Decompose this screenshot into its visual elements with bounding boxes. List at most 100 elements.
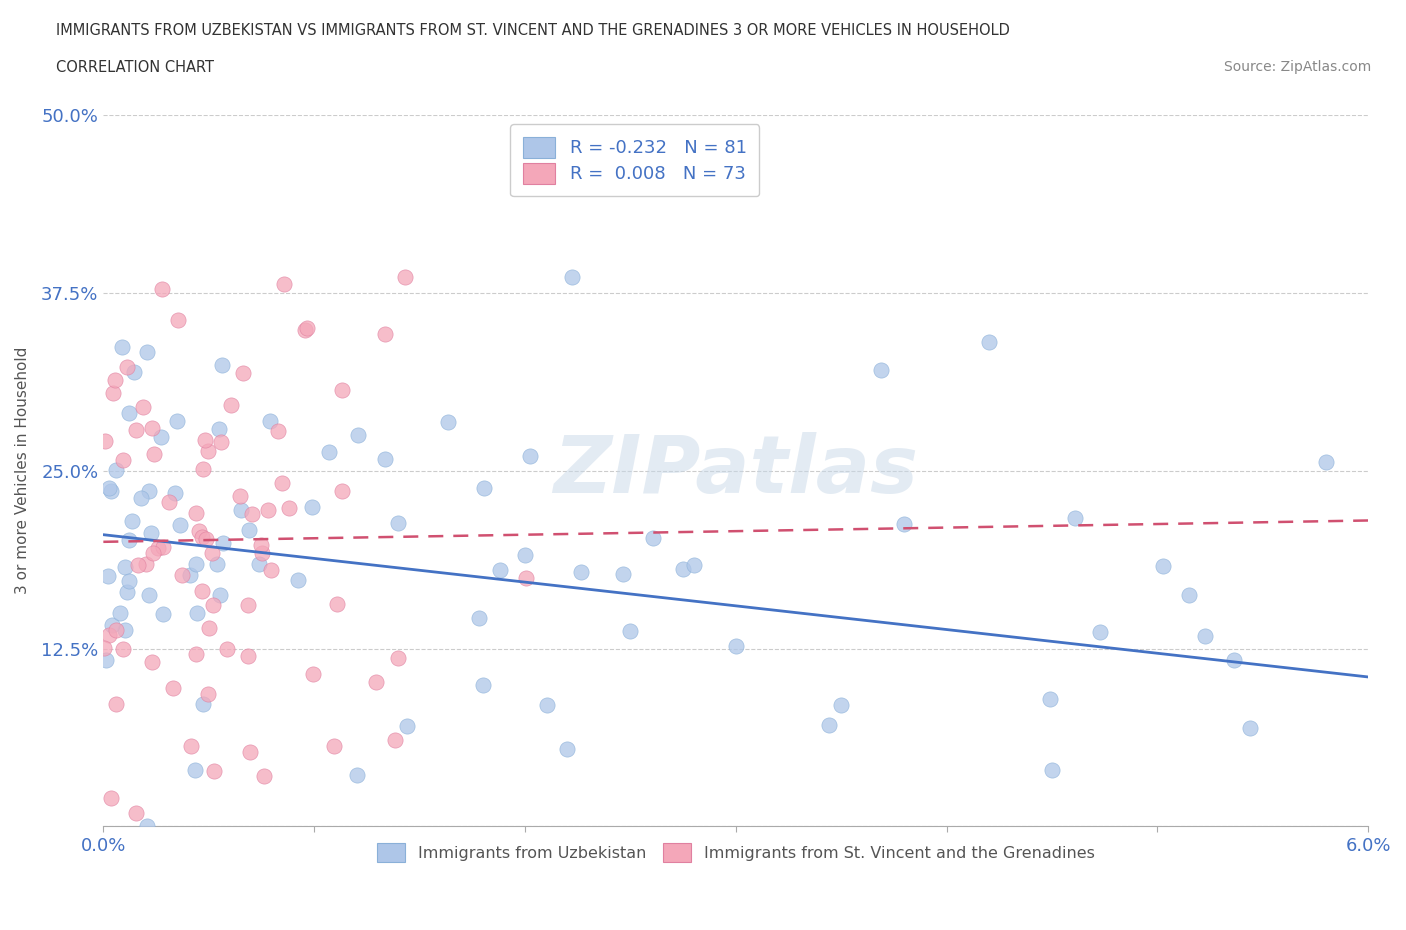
Point	[139, 525, 162, 540]
Text: ZIPatlas: ZIPatlas	[554, 432, 918, 510]
Point	[127, 558, 149, 573]
Point	[152, 606, 174, 621]
Point	[229, 502, 252, 517]
Point	[138, 483, 160, 498]
Point	[184, 505, 207, 520]
Point	[105, 622, 128, 637]
Point	[167, 312, 190, 327]
Point	[142, 446, 165, 461]
Point	[212, 536, 235, 551]
Point	[322, 738, 344, 753]
Point	[330, 484, 353, 498]
Point	[103, 386, 125, 401]
Point	[1152, 559, 1174, 574]
Point	[215, 642, 238, 657]
Point	[97, 568, 120, 583]
Point	[387, 515, 409, 530]
Point	[259, 414, 281, 429]
Point	[257, 502, 280, 517]
Point	[232, 365, 254, 380]
Point	[169, 518, 191, 533]
Point	[121, 513, 143, 528]
Point	[98, 481, 121, 496]
Point	[150, 282, 173, 297]
Point	[136, 819, 159, 834]
Point	[211, 357, 233, 372]
Point	[238, 648, 260, 663]
Point	[162, 681, 184, 696]
Point	[818, 717, 841, 732]
Point	[104, 372, 127, 387]
Point	[619, 623, 641, 638]
Point	[101, 618, 124, 632]
Point	[198, 620, 221, 635]
Text: IMMIGRANTS FROM UZBEKISTAN VS IMMIGRANTS FROM ST. VINCENT AND THE GRENADINES 3 O: IMMIGRANTS FROM UZBEKISTAN VS IMMIGRANTS…	[56, 23, 1010, 38]
Point	[569, 565, 592, 579]
Point	[561, 270, 583, 285]
Point	[115, 585, 138, 600]
Text: Source: ZipAtlas.com: Source: ZipAtlas.com	[1223, 60, 1371, 74]
Point	[97, 628, 120, 643]
Point	[105, 462, 128, 477]
Point	[870, 362, 893, 377]
Point	[229, 488, 252, 503]
Point	[186, 647, 208, 662]
Point	[471, 677, 494, 692]
Point	[135, 557, 157, 572]
Point	[287, 573, 309, 588]
Point	[330, 382, 353, 397]
Point	[374, 451, 396, 466]
Point	[191, 583, 214, 598]
Point	[125, 806, 148, 821]
Point	[612, 566, 634, 581]
Point	[183, 763, 205, 777]
Point	[278, 500, 301, 515]
Point	[138, 588, 160, 603]
Point	[118, 405, 141, 420]
Point	[977, 335, 1000, 350]
Point	[260, 563, 283, 578]
Point	[1038, 692, 1060, 707]
Point	[295, 321, 318, 336]
Point	[152, 539, 174, 554]
Point	[193, 461, 215, 476]
Point	[252, 545, 274, 560]
Point	[515, 571, 537, 586]
Point	[172, 567, 194, 582]
Point	[1194, 629, 1216, 644]
Point	[208, 588, 231, 603]
Point	[93, 641, 115, 656]
Point	[132, 399, 155, 414]
Point	[186, 605, 208, 620]
Point	[141, 655, 163, 670]
Point	[1315, 455, 1337, 470]
Point	[893, 517, 915, 532]
Point	[114, 560, 136, 575]
Point	[186, 557, 208, 572]
Point	[159, 495, 181, 510]
Point	[124, 423, 146, 438]
Point	[519, 448, 541, 463]
Point	[468, 611, 491, 626]
Point	[115, 359, 138, 374]
Point	[472, 481, 495, 496]
Point	[513, 548, 536, 563]
Point	[294, 323, 316, 338]
Point	[830, 698, 852, 712]
Point	[271, 475, 294, 490]
Point	[238, 598, 260, 613]
Point	[114, 622, 136, 637]
Point	[197, 687, 219, 702]
Point	[129, 490, 152, 505]
Y-axis label: 3 or more Vehicles in Household: 3 or more Vehicles in Household	[15, 347, 30, 594]
Point	[111, 339, 134, 354]
Point	[141, 420, 163, 435]
Point	[326, 597, 349, 612]
Point	[346, 768, 368, 783]
Point	[188, 524, 211, 538]
Point	[239, 745, 262, 760]
Point	[267, 423, 290, 438]
Point	[194, 531, 217, 546]
Point	[205, 557, 228, 572]
Point	[240, 507, 263, 522]
